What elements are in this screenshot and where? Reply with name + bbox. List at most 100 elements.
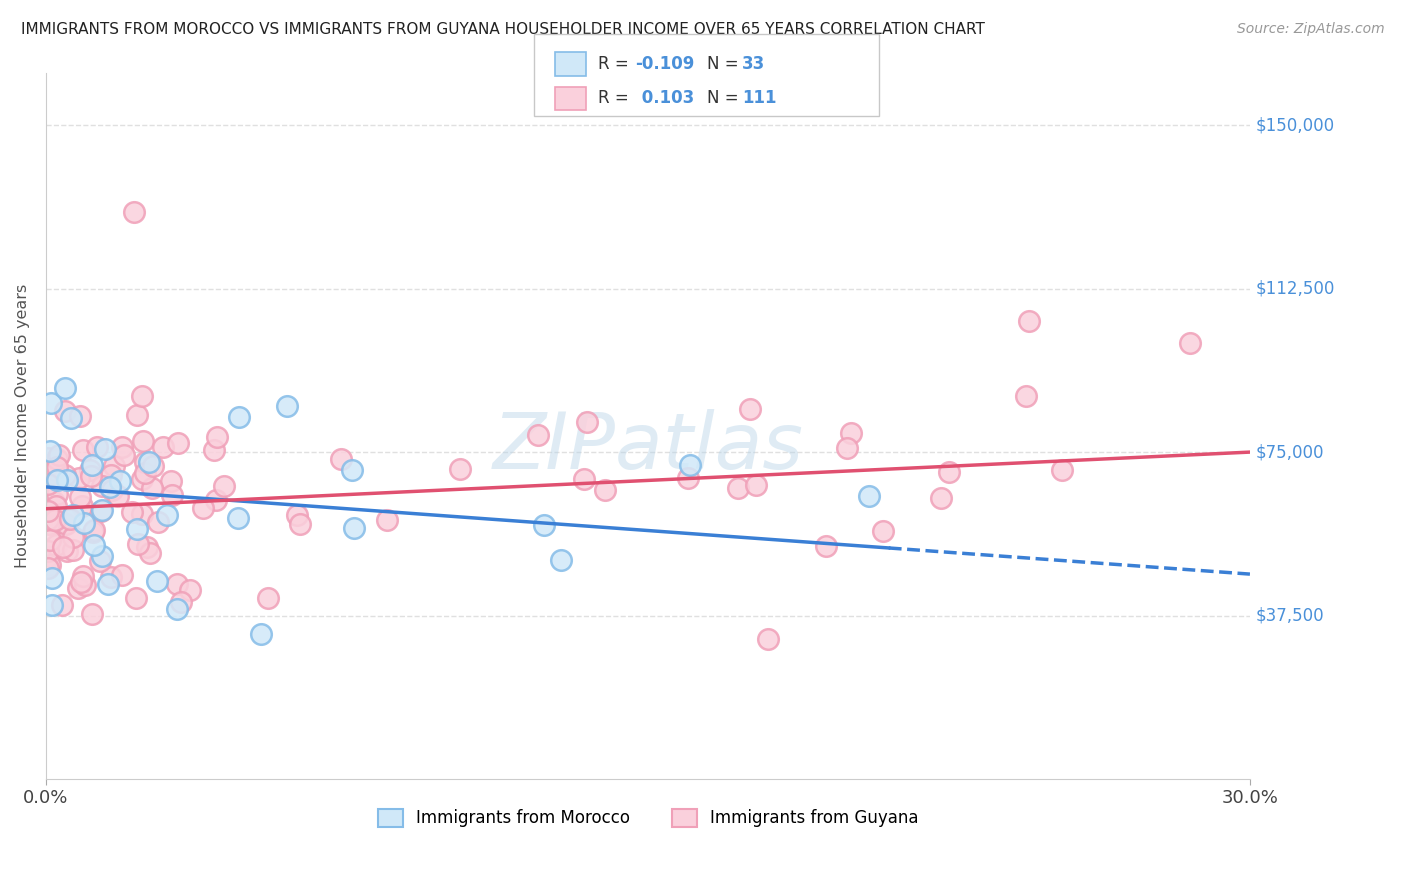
Point: [90, 502, 112, 516]
Point: [62, 543, 84, 558]
Point: [160, 475, 183, 489]
Point: [37, 550, 59, 565]
Point: [160, 488, 183, 502]
Point: [98, 480, 121, 494]
Point: [815, 539, 838, 553]
Point: [45, 538, 67, 552]
Point: [575, 415, 598, 429]
Text: N =: N =: [707, 55, 744, 73]
Point: [839, 425, 862, 440]
Point: [938, 465, 960, 479]
Text: $150,000: $150,000: [1256, 116, 1336, 135]
Point: [679, 458, 702, 472]
Point: [70, 575, 93, 590]
Point: [745, 478, 768, 492]
Point: [73, 578, 96, 592]
Point: [146, 574, 169, 589]
Point: [111, 568, 134, 582]
Point: [738, 401, 761, 416]
Legend: Immigrants from Morocco, Immigrants from Guyana: Immigrants from Morocco, Immigrants from…: [371, 802, 925, 834]
Point: [342, 463, 364, 477]
Point: [62, 508, 84, 523]
Point: [100, 468, 122, 483]
Point: [375, 513, 398, 527]
Point: [41, 396, 63, 410]
Point: [101, 483, 124, 497]
Point: [37, 512, 59, 526]
Point: [727, 482, 749, 496]
Point: [62, 531, 84, 545]
Point: [142, 459, 165, 474]
Point: [288, 517, 311, 532]
Point: [37, 504, 59, 518]
Point: [72, 569, 94, 583]
Point: [45, 516, 67, 530]
Point: [46, 452, 69, 467]
Point: [82, 458, 104, 472]
Point: [257, 591, 280, 606]
Point: [112, 448, 135, 462]
Point: [249, 627, 271, 641]
Point: [134, 455, 156, 469]
Point: [39, 533, 62, 547]
Point: [80, 468, 103, 483]
Point: [1015, 389, 1038, 403]
Point: [73, 516, 96, 530]
Point: [134, 466, 156, 480]
Point: [872, 524, 894, 538]
Y-axis label: Householder Income Over 65 years: Householder Income Over 65 years: [15, 284, 30, 568]
Point: [125, 591, 148, 606]
Point: [121, 505, 143, 519]
Point: [55, 517, 77, 532]
Point: [170, 595, 193, 609]
Point: [44, 495, 66, 509]
Text: Source: ZipAtlas.com: Source: ZipAtlas.com: [1237, 22, 1385, 37]
Point: [83, 523, 105, 537]
Point: [69, 409, 91, 424]
Point: [94, 442, 117, 456]
Point: [449, 461, 471, 475]
Text: IMMIGRANTS FROM MOROCCO VS IMMIGRANTS FROM GUYANA HOUSEHOLDER INCOME OVER 65 YEA: IMMIGRANTS FROM MOROCCO VS IMMIGRANTS FR…: [21, 22, 986, 37]
Point: [127, 536, 149, 550]
Point: [41, 598, 63, 612]
Point: [132, 434, 155, 449]
Point: [152, 440, 174, 454]
Point: [929, 491, 952, 505]
Point: [167, 435, 190, 450]
Point: [756, 632, 779, 647]
Text: 33: 33: [742, 55, 766, 73]
Point: [214, 478, 236, 492]
Point: [67, 581, 90, 595]
Point: [55, 403, 77, 417]
Point: [122, 205, 145, 219]
Point: [330, 452, 353, 467]
Point: [550, 553, 572, 567]
Point: [100, 570, 122, 584]
Point: [56, 543, 79, 558]
Point: [37, 476, 59, 491]
Point: [67, 471, 90, 485]
Text: N =: N =: [707, 89, 744, 107]
Point: [1018, 314, 1040, 328]
Point: [148, 516, 170, 530]
Point: [97, 577, 120, 591]
Point: [53, 381, 76, 395]
Point: [89, 554, 111, 568]
Point: [38, 467, 60, 481]
Point: [138, 455, 160, 469]
Point: [91, 479, 114, 493]
Point: [141, 481, 163, 495]
Point: [108, 474, 131, 488]
Point: [1050, 463, 1073, 477]
Point: [166, 577, 188, 591]
Point: [533, 517, 555, 532]
Point: [80, 607, 103, 621]
Point: [156, 508, 179, 522]
Point: [90, 504, 112, 518]
Point: [39, 444, 62, 458]
Point: [125, 408, 148, 422]
Text: $37,500: $37,500: [1256, 607, 1324, 624]
Text: 111: 111: [742, 89, 778, 107]
Text: R =: R =: [598, 55, 634, 73]
Point: [69, 490, 91, 504]
